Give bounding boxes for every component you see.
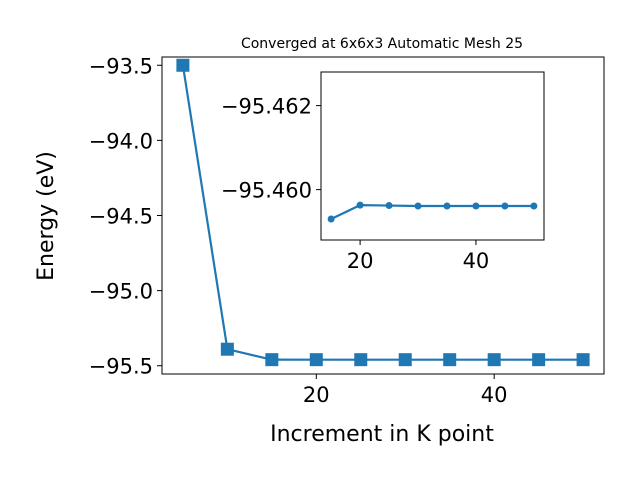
main-y-tick-label: −94.0 [89, 129, 153, 153]
inset-data-point [414, 202, 422, 210]
main-x-tick-label: 40 [481, 383, 508, 407]
inset-data-point [443, 202, 451, 210]
main-data-point [176, 58, 190, 72]
main-y-tick-label: −93.5 [89, 54, 153, 78]
inset-plot-area: 20 40 −95.462 −95.460 [221, 71, 545, 273]
main-data-point [532, 353, 546, 367]
inset-y-tick-label: −95.460 [221, 179, 312, 203]
x-axis-label: Increment in K point [270, 422, 494, 447]
main-data-point [398, 353, 412, 367]
main-data-point [354, 353, 368, 367]
inset-axes-frame [320, 71, 545, 241]
main-data-point [220, 342, 234, 356]
inset-data-point [356, 201, 364, 209]
main-y-tick-label: −95.0 [89, 280, 153, 304]
main-y-tick-label: −95.5 [89, 355, 153, 379]
main-plot-area: 20 40 −93.5 −94.0 −94.5 −95.0 −95.5 [89, 54, 605, 407]
inset-background [321, 72, 544, 240]
inset-series-line [330, 204, 534, 220]
inset-y-tick-label: −95.462 [221, 95, 312, 119]
inset-x-tick-label: 40 [463, 249, 490, 273]
inset-data-point [501, 202, 509, 210]
main-data-point [265, 353, 279, 367]
main-series-line [181, 65, 584, 361]
main-x-tick-label: 20 [303, 383, 330, 407]
inset-data-point [327, 215, 335, 223]
main-y-tick-label: −94.5 [89, 205, 153, 229]
inset-data-point [472, 202, 480, 210]
main-data-point [487, 353, 501, 367]
main-data-point [309, 353, 323, 367]
y-axis-label: Energy (eV) [34, 151, 59, 281]
inset-x-tick-label: 20 [347, 249, 374, 273]
inset-data-point [385, 202, 393, 210]
inset-data-point [530, 202, 538, 210]
main-data-point [576, 353, 590, 367]
chart-title: Converged at 6x6x3 Automatic Mesh 25 [241, 36, 523, 52]
main-data-point [443, 353, 457, 367]
